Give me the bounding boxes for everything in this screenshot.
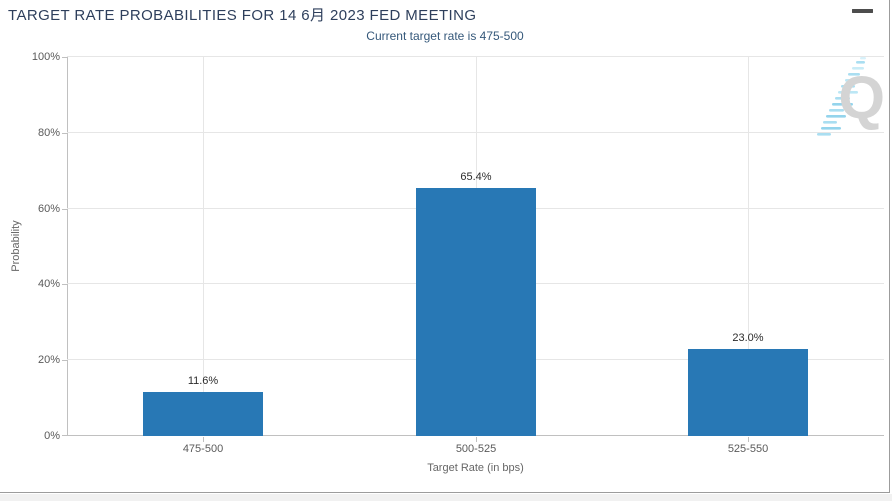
y-axis-tick <box>62 284 67 286</box>
x-axis-title: Target Rate (in bps) <box>427 462 524 474</box>
x-axis-tick <box>476 437 477 442</box>
y-axis-tick <box>62 132 67 134</box>
q-letter: Q <box>838 64 885 131</box>
y-axis-tick <box>62 360 67 362</box>
y-tick-label: 100% <box>31 51 60 63</box>
x-axis-tick <box>748 437 749 442</box>
bar-525-550[interactable] <box>688 349 808 436</box>
y-gridline <box>67 131 884 133</box>
y-tick-label: 0% <box>44 430 60 442</box>
bar-value-label: 23.0% <box>732 332 764 344</box>
y-gridline <box>67 56 884 57</box>
bar-500-525[interactable] <box>416 188 536 436</box>
bar-value-label: 65.4% <box>460 171 492 183</box>
bar-475-500[interactable] <box>143 392 263 436</box>
category-gridline <box>748 57 749 436</box>
y-tick-label: 60% <box>37 202 60 215</box>
page-title: TARGET RATE PROBABILITIES FOR 14 6月 2023… <box>8 7 477 24</box>
y-tick-label: 40% <box>37 278 60 291</box>
footer-strip <box>0 494 892 501</box>
y-axis-tick <box>62 57 67 58</box>
quikstrike-stripes-icon <box>817 57 866 136</box>
y-axis-tick <box>62 208 67 210</box>
x-axis-tick <box>203 437 204 442</box>
category-gridline <box>203 57 204 436</box>
quikstrike-logo: Q <box>815 57 887 139</box>
chart-subtitle: Current target rate is 475-500 <box>366 29 524 43</box>
y-axis-tick <box>62 435 67 436</box>
y-tick-label: 80% <box>37 126 60 139</box>
chart-menu-button[interactable] <box>852 9 874 28</box>
y-tick-label: 20% <box>37 354 60 367</box>
x-tick-label: 525-550 <box>727 443 769 455</box>
x-tick-label: 475-500 <box>182 443 224 455</box>
x-tick-label: 500-525 <box>455 443 497 455</box>
bar-value-label: 11.6% <box>187 375 219 387</box>
hamburger-icon <box>852 9 873 13</box>
